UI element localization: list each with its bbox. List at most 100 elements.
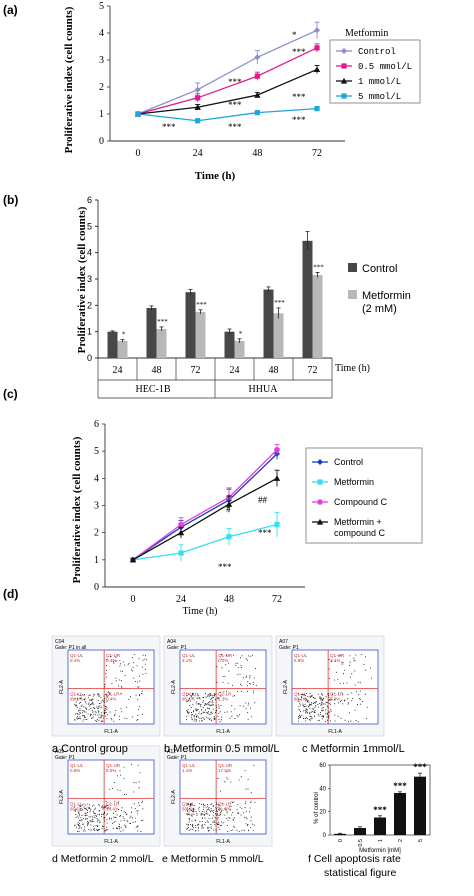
legend-label: Metformin <box>362 290 411 302</box>
category-label: 24 <box>113 365 123 376</box>
flow-y-axis-label: FL2-A <box>171 680 177 694</box>
quadrant-value: 0.4% <box>70 658 80 663</box>
quadrant-value: 5.8% <box>294 658 304 663</box>
panel-label-c: (c) <box>3 387 18 401</box>
series-line <box>132 449 278 561</box>
bar <box>185 292 196 358</box>
legend-marker <box>341 93 347 99</box>
flow-sample-id: A07 <box>279 639 288 645</box>
chart-b: Proliferative index (cell counts) Time (… <box>76 195 411 399</box>
significance-mark: *** <box>196 301 207 309</box>
data-point <box>135 111 141 117</box>
bar-caption-line2: statistical figure <box>324 867 397 879</box>
chart-c: Proliferative index (cell counts) Time (… <box>71 419 423 617</box>
quadrant-value: 24.4% <box>106 806 119 811</box>
quadrant-value: 0.4% <box>106 658 116 663</box>
y-tick-label: 60 <box>319 763 326 769</box>
significance-mark: # <box>226 504 231 514</box>
legend-marker <box>317 499 323 505</box>
y-tick-label: 5 <box>94 446 99 457</box>
y-tick-label: 1 <box>99 109 104 120</box>
significance-mark: *** <box>373 805 387 815</box>
significance-mark: *** <box>313 263 324 271</box>
chart-f-ylabel: % of control <box>314 792 320 824</box>
category-label: 72 <box>191 365 201 376</box>
data-point <box>177 529 185 536</box>
quadrant-value: 5.0% <box>330 696 340 701</box>
y-tick-label: 4 <box>94 473 99 484</box>
quadrant-label: Q1-UL <box>182 653 196 658</box>
legend-marker <box>341 48 347 54</box>
flow-x-axis-label: FL1-A <box>216 839 230 845</box>
flow-y-axis-label: FL2-A <box>283 680 289 694</box>
bar <box>195 311 206 358</box>
quadrant-label: Q1-UR <box>106 763 121 768</box>
y-tick-label: 0 <box>99 136 104 147</box>
y-tick-label: 2 <box>99 82 104 93</box>
quadrant-value: 86.1% <box>294 696 307 701</box>
legend-label: (2 mM) <box>362 303 397 315</box>
quadrant-label: Q1-LR <box>106 691 120 696</box>
y-tick-label: 4 <box>99 28 104 39</box>
quadrant-value: 17.5% <box>218 768 231 773</box>
significance-mark: * <box>122 331 126 339</box>
series-line <box>132 523 278 561</box>
legend-marker <box>316 518 324 525</box>
significance-mark: * <box>292 30 297 40</box>
bar <box>302 240 313 358</box>
legend-label: Control <box>334 457 363 467</box>
x-tick-label: 24 <box>176 594 186 605</box>
chart-b-xlabel: Time (h) <box>335 363 370 374</box>
flow-x-axis-label: FL1-A <box>328 729 342 735</box>
quadrant-label: Q1-UR <box>218 763 233 768</box>
legend-label: Control <box>362 263 397 275</box>
legend-swatch <box>348 290 357 299</box>
chart-c-xlabel: Time (h) <box>183 606 218 617</box>
data-point <box>314 106 320 112</box>
quadrant-label: Q1-UR <box>330 653 345 658</box>
flow-gate: Gate: P1 in all <box>55 645 86 651</box>
category-label: 2 <box>398 839 404 842</box>
flow-caption-e: e Metformin 5 mmol/L <box>162 853 264 865</box>
quadrant-label: Q1-UR <box>106 653 121 658</box>
bar <box>156 329 167 358</box>
y-tick-label: 3 <box>99 55 104 66</box>
significance-mark: ## <box>258 495 268 505</box>
significance-mark: *** <box>393 781 407 791</box>
data-point <box>274 447 280 453</box>
category-label: 72 <box>308 365 318 376</box>
bar <box>146 307 157 358</box>
quadrant-value: 1.3% <box>218 696 228 701</box>
significance-mark: *** <box>258 528 272 538</box>
series-line <box>137 68 318 115</box>
quadrant-value: 1.1% <box>182 768 192 773</box>
x-tick-label: 48 <box>224 594 234 605</box>
series-line <box>132 477 278 561</box>
bar <box>354 828 366 835</box>
bar <box>334 833 346 835</box>
flow-plot-frame <box>179 649 267 725</box>
significance-mark: *** <box>228 100 242 110</box>
quadrant-value: 0.2% <box>218 658 228 663</box>
data-point <box>194 104 201 110</box>
quadrant-value: 3.1% <box>182 658 192 663</box>
flow-gate: Gate: P1 <box>279 645 299 651</box>
quadrant-label: Q1-UL <box>70 653 84 658</box>
quadrant-label: Q1-LR <box>218 691 232 696</box>
data-point <box>314 45 320 51</box>
y-tick-label: 3 <box>87 274 92 284</box>
series-line <box>137 47 318 115</box>
significance-mark: *** <box>292 115 306 125</box>
significance-mark: *** <box>157 318 168 326</box>
quadrant-label: Q1-UL <box>182 763 196 768</box>
quadrant-label: Q1-LR <box>106 801 120 806</box>
flow-y-axis-label: FL2-A <box>59 790 65 804</box>
category-label: 1 <box>378 839 384 842</box>
data-point <box>254 54 261 61</box>
legend-label: 1 mmol/L <box>358 77 401 87</box>
chart-a: Proliferative index (cell counts) Time (… <box>63 1 421 182</box>
series-line <box>137 107 318 122</box>
flow-sample-id: C04 <box>55 639 64 645</box>
data-point <box>274 521 280 528</box>
